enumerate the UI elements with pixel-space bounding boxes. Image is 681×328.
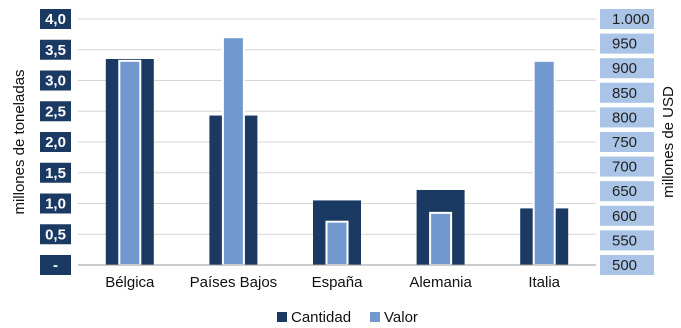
y-right-tick-box [600,9,654,29]
category-label: España [312,274,364,291]
y-right-tick-label: 500 [612,257,637,274]
gridlines [78,18,596,235]
y-left-tick-box [40,224,71,245]
category-label: Bélgica [105,274,155,291]
bar-valor [429,211,453,267]
y-right-tick-box [600,132,654,152]
category-label: Italia [528,274,560,291]
bar-valor [325,220,349,266]
y-right-tick-box [600,107,654,128]
left-axis: - 0,5 1,0 1,5 2,0 2,5 3,0 3,5 4,0 [40,9,71,275]
y-right-tick-label: 700 [612,159,637,176]
right-axis: 500 550 600 650 700 750 800 850 900 950 1.000 [600,9,654,275]
y-right-tick-label: 850 [612,85,637,102]
y-left-tick-label: 3,5 [45,42,66,59]
bar-valor [221,36,245,267]
y-left-tick-label: 1,5 [45,165,66,182]
y-right-tick-box [600,255,654,275]
y-left-tick-box [40,193,71,214]
y-right-axis-title: millones de USD [660,86,677,198]
y-left-tick-box [40,255,71,275]
y-right-tick-label: 750 [612,134,637,151]
y-left-tick-box [40,70,71,91]
bars [105,36,569,267]
category-labels: Bélgica Países Bajos España Alemania Italia [105,274,561,291]
y-left-tick-label: 0,5 [45,226,66,243]
bar-valor [118,59,142,266]
y-left-tick-label: - [53,257,58,274]
y-right-tick-label: 600 [612,208,637,225]
y-right-tick-label: 900 [612,60,637,77]
legend-swatch-cantidad [277,312,287,322]
category-label: Países Bajos [190,274,278,291]
y-right-tick-box [600,82,654,103]
y-left-tick-label: 4,0 [45,11,66,28]
y-left-axis-title: millones de toneladas [11,69,28,214]
y-right-tick-box [600,230,654,251]
y-left-tick-box [40,132,71,152]
y-right-tick-label: 1.000 [612,11,650,28]
legend: Cantidad Valor [277,309,418,326]
category-label: Alemania [409,274,472,291]
bar-valor [532,59,556,266]
y-left-tick-box [40,9,71,29]
y-right-tick-label: 650 [612,183,637,200]
y-left-tick-box [40,39,71,60]
y-right-tick-box [600,205,654,226]
legend-label-cantidad: Cantidad [291,309,351,326]
y-right-tick-box [600,33,654,54]
y-left-tick-box [40,162,71,183]
y-left-tick-label: 3,0 [45,73,66,90]
y-left-tick-box [40,101,71,122]
y-right-tick-box [600,58,654,79]
legend-swatch-valor [370,312,380,322]
y-right-tick-label: 800 [612,109,637,126]
y-right-tick-label: 550 [612,232,637,249]
y-right-tick-box [600,156,654,177]
y-left-tick-label: 2,0 [45,134,66,151]
y-left-tick-label: 2,5 [45,103,66,120]
legend-label-valor: Valor [384,309,418,326]
y-right-tick-box [600,181,654,202]
y-right-tick-label: 950 [612,36,637,53]
y-left-tick-label: 1,0 [45,196,66,213]
